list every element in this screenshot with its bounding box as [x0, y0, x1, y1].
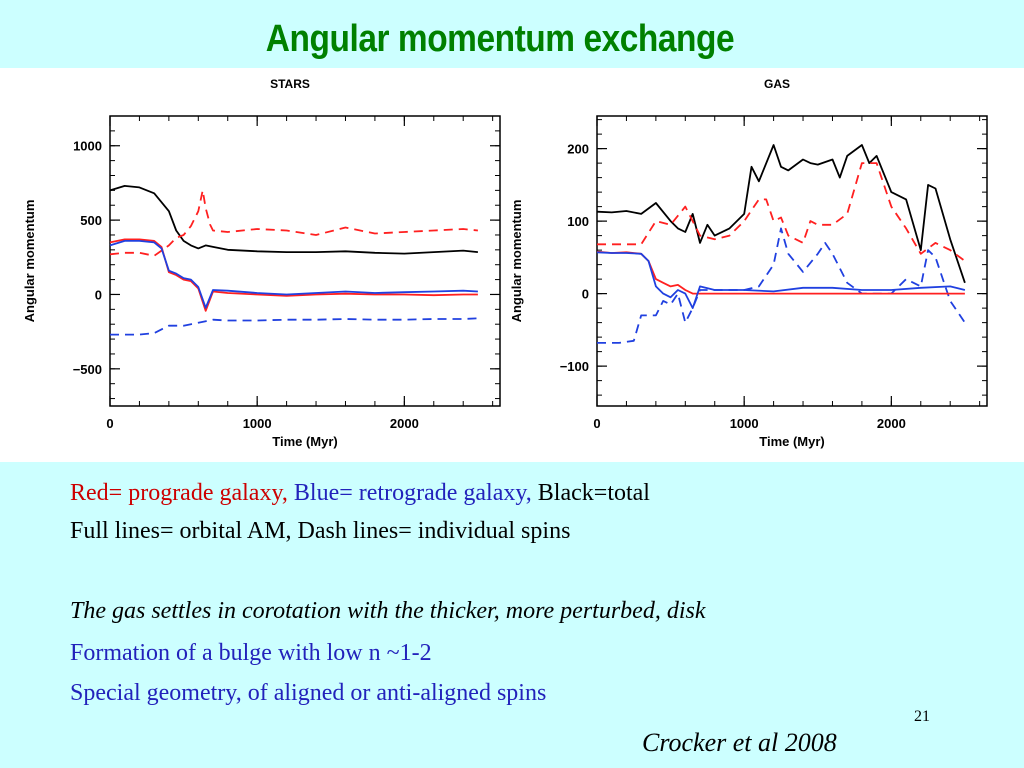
figure-panel: STARS 0 1000 2000 −500 0 500 1000 Time (Myr) Angu…: [0, 68, 1024, 462]
gas-x-axis-label: Time (Myr): [759, 434, 825, 449]
gas-series-blue-dashed: [597, 227, 966, 344]
note-gas-settles: The gas settles in corotation with the t…: [70, 598, 706, 624]
gas-y-tick-label: −100: [560, 359, 589, 374]
gas-y-tick-label: 100: [567, 214, 589, 229]
gas-series-blue-solid: [596, 251, 966, 310]
stars-panel-title: STARS: [270, 77, 310, 91]
stars-series-blue-solid: [109, 239, 478, 309]
gas-chart: GAS 0 1000 2000 −100 0 100 200 Time (Myr) Angular…: [509, 77, 988, 449]
stars-y-tick-label: −500: [73, 362, 102, 377]
stars-y-tick-label: 1000: [73, 139, 102, 154]
gas-y-tick-label: 200: [567, 142, 589, 157]
note-bulge-formation: Formation of a bulge with low n ~1-2: [70, 640, 432, 666]
gas-panel-title: GAS: [764, 77, 790, 91]
stars-series-red-solid: [109, 238, 478, 312]
stars-series-black-solid: [109, 185, 478, 255]
gas-x-tick-label: 1000: [730, 416, 759, 431]
stars-series-blue-dashed: [110, 317, 478, 336]
gas-x-tick-label: 2000: [877, 416, 906, 431]
gas-x-tick-label: 0: [593, 416, 600, 431]
legend-red-label: Red= prograde galaxy,: [70, 480, 288, 506]
stars-series-red-dashed: [109, 189, 478, 257]
gas-plot-frame: [596, 115, 988, 407]
stars-y-tick-label: 0: [95, 287, 102, 302]
gas-y-tick-label: 0: [582, 287, 589, 302]
slide-title: Angular momentum exchange: [265, 18, 735, 60]
stars-x-axis-label: Time (Myr): [272, 434, 338, 449]
gas-series-red-dashed: [597, 162, 966, 262]
gas-series-black-solid: [596, 144, 966, 284]
legend-line-colors: Red= prograde galaxy, Blue= retrograde g…: [70, 478, 650, 508]
gas-y-axis-label: Angular momentum: [509, 200, 524, 323]
stars-x-tick-label: 2000: [390, 416, 419, 431]
citation: Crocker et al 2008: [642, 728, 837, 757]
stars-x-tick-label: 0: [106, 416, 113, 431]
stars-x-tick-label: 1000: [243, 416, 272, 431]
stars-y-axis-label: Angular momentum: [22, 200, 37, 323]
note-special-geometry: Special geometry, of aligned or anti-ali…: [70, 680, 547, 706]
stars-y-tick-label: 500: [80, 213, 102, 228]
stars-plot-frame: [109, 115, 501, 407]
slide-number: 21: [914, 708, 930, 725]
legend-black-label: Black=total: [537, 480, 650, 506]
legend-line-styles: Full lines= orbital AM, Dash lines= indi…: [70, 518, 571, 544]
legend-blue-label: Blue= retrograde galaxy,: [293, 480, 532, 506]
